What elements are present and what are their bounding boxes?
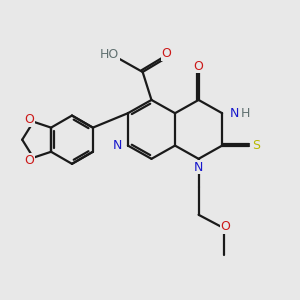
Text: N: N [230, 107, 239, 120]
Text: H: H [240, 107, 250, 120]
Text: S: S [252, 139, 260, 152]
Text: N: N [194, 160, 203, 174]
Text: O: O [161, 47, 171, 60]
Text: O: O [220, 220, 230, 233]
Text: HO: HO [100, 48, 119, 61]
Text: N: N [113, 139, 122, 152]
Text: O: O [194, 60, 203, 73]
Text: O: O [24, 154, 34, 166]
Text: O: O [24, 113, 34, 126]
